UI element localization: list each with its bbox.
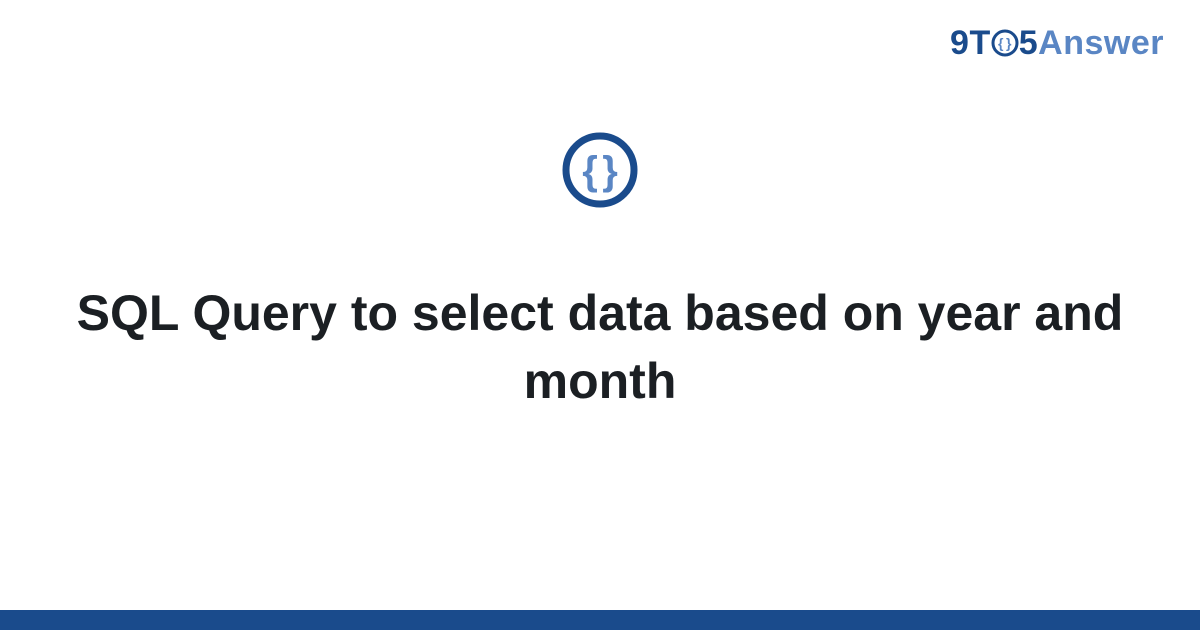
- svg-text:{: {: [582, 149, 598, 193]
- svg-text:}: }: [1006, 35, 1012, 51]
- brand-braces-icon: { }: [991, 29, 1019, 57]
- site-brand: 9 T { } 5 Answer: [950, 24, 1164, 63]
- brand-part-t: T: [969, 24, 990, 63]
- brand-part-five: 5: [1019, 24, 1038, 63]
- brand-part-answer: Answer: [1038, 24, 1164, 63]
- svg-text:}: }: [602, 149, 618, 193]
- page-title: SQL Query to select data based on year a…: [0, 280, 1200, 415]
- brand-part-nine: 9: [950, 24, 969, 63]
- footer-accent-bar: [0, 610, 1200, 630]
- category-braces-icon: { }: [560, 130, 640, 215]
- svg-text:{: {: [998, 35, 1004, 51]
